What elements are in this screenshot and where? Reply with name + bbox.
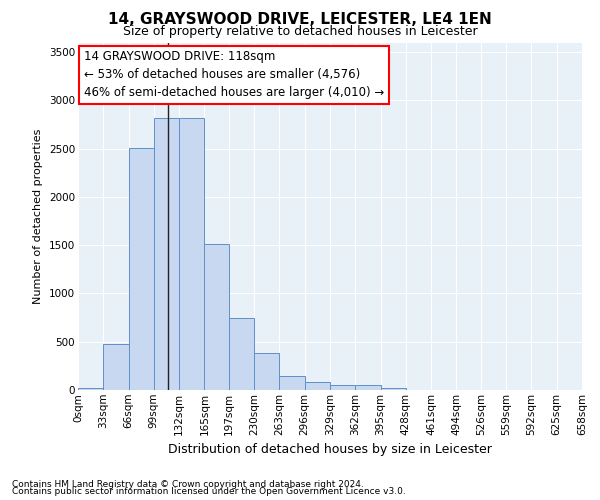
Bar [78,388,103,390]
Bar [380,388,406,390]
Bar [254,354,280,390]
Bar [229,318,254,390]
Bar [355,384,380,390]
Y-axis label: Number of detached properties: Number of detached properties [34,128,43,304]
Bar [179,118,205,390]
Text: Size of property relative to detached houses in Leicester: Size of property relative to detached ho… [122,25,478,38]
Bar [128,148,154,390]
Bar [330,384,355,390]
Bar [154,118,179,390]
Bar [103,344,128,390]
Text: 14, GRAYSWOOD DRIVE, LEICESTER, LE4 1EN: 14, GRAYSWOOD DRIVE, LEICESTER, LE4 1EN [108,12,492,28]
Text: Contains HM Land Registry data © Crown copyright and database right 2024.: Contains HM Land Registry data © Crown c… [12,480,364,489]
Bar [280,376,305,390]
Bar [205,244,229,390]
X-axis label: Distribution of detached houses by size in Leicester: Distribution of detached houses by size … [168,443,492,456]
Text: Contains public sector information licensed under the Open Government Licence v3: Contains public sector information licen… [12,487,406,496]
Bar [305,382,330,390]
Text: 14 GRAYSWOOD DRIVE: 118sqm
← 53% of detached houses are smaller (4,576)
46% of s: 14 GRAYSWOOD DRIVE: 118sqm ← 53% of deta… [84,50,385,99]
